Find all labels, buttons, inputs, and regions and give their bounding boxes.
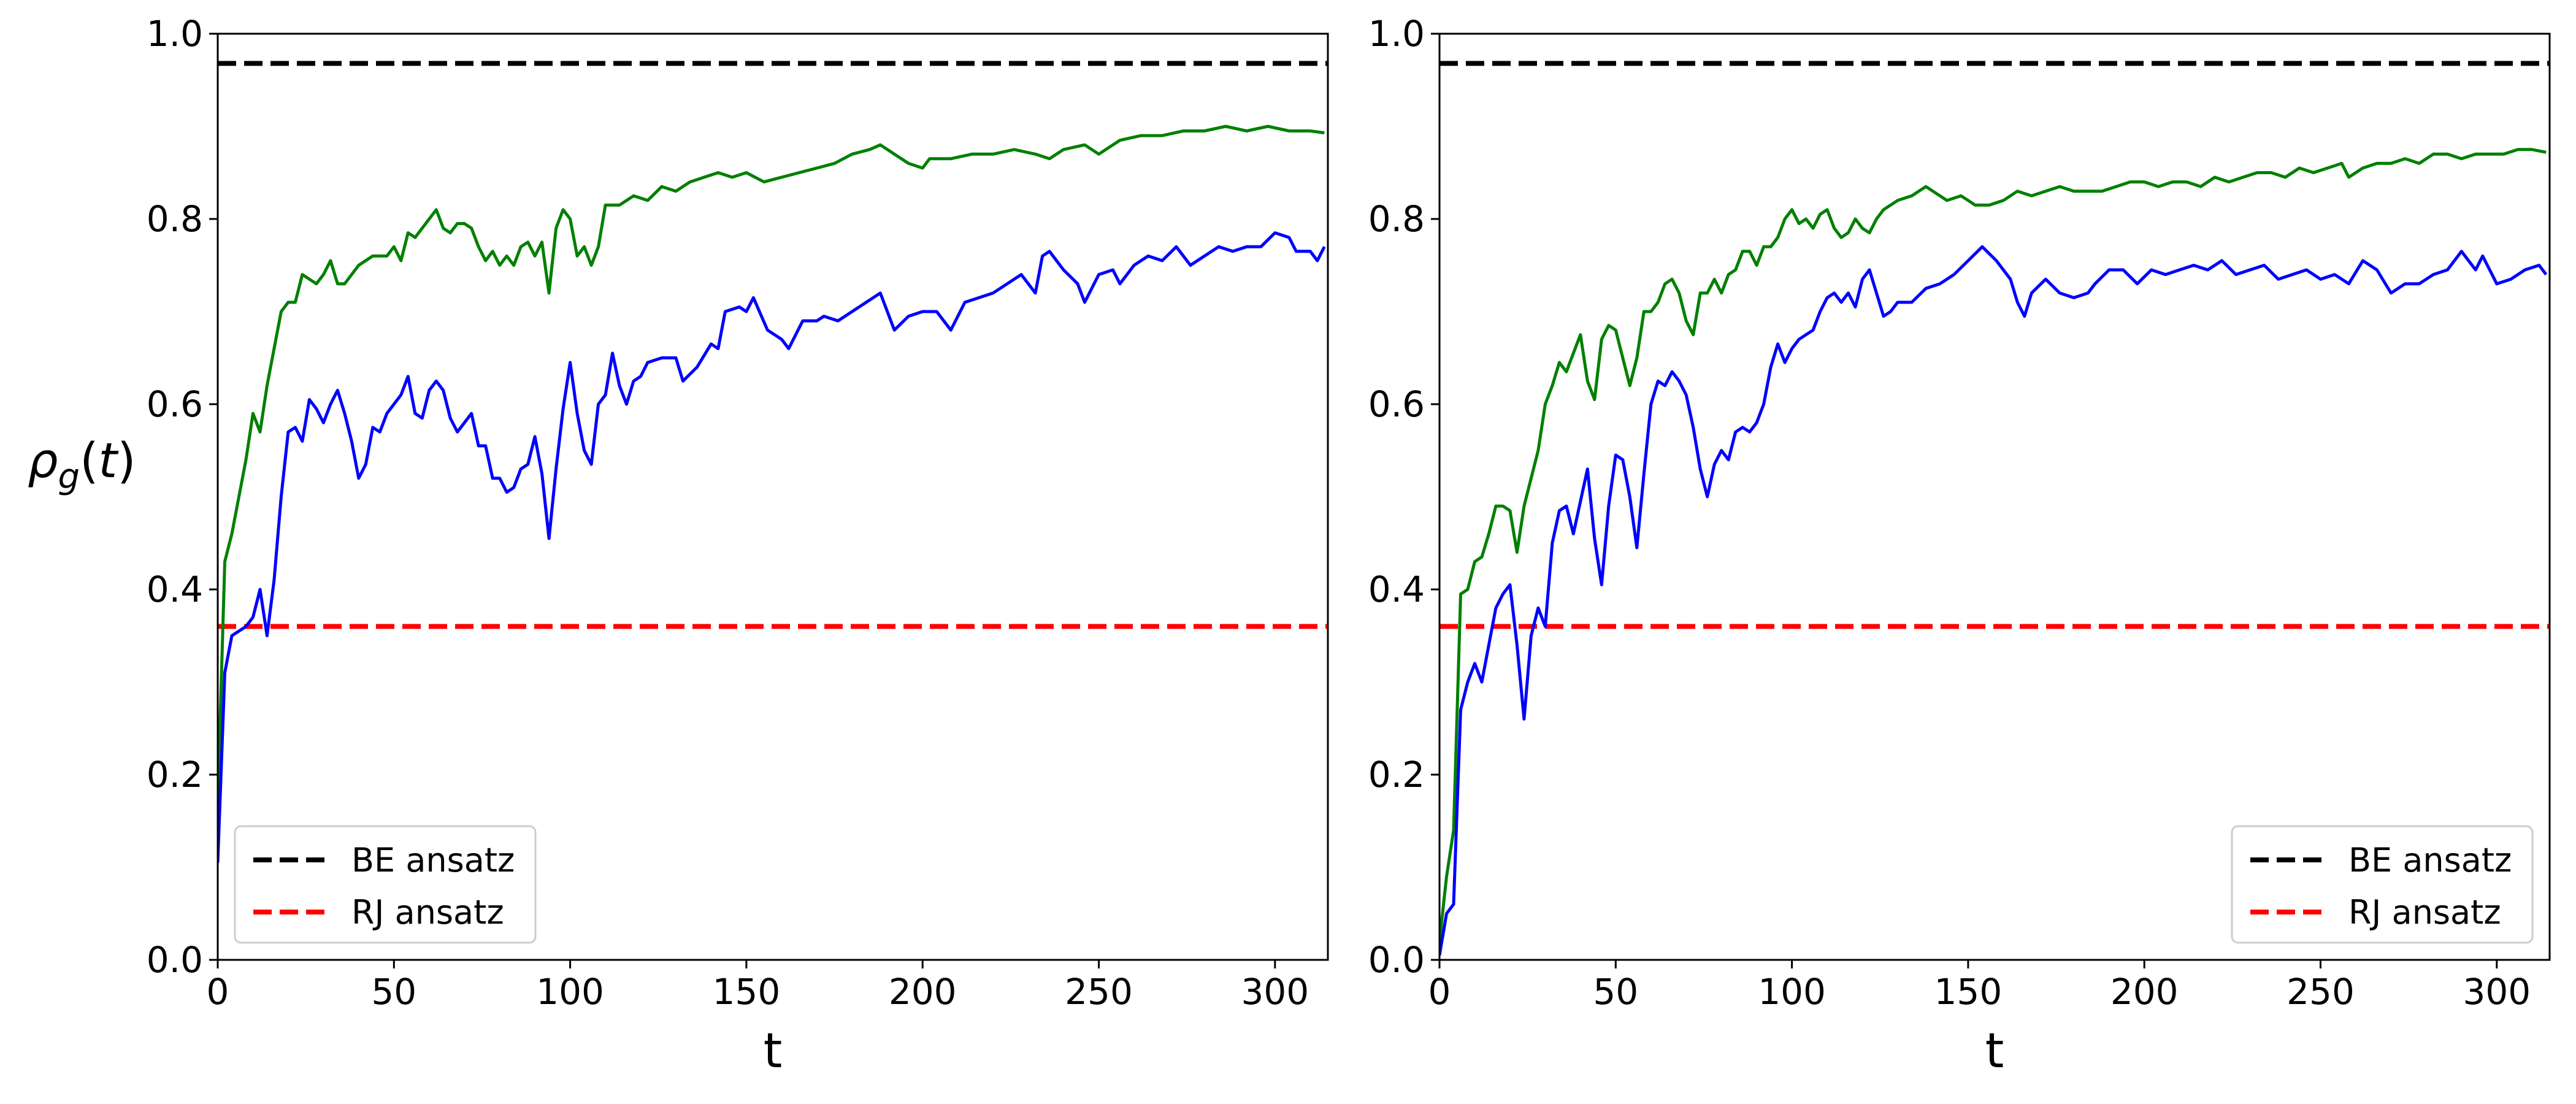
y-tick-label: 0.4 — [147, 569, 203, 610]
y-tick-label: 1.0 — [1368, 13, 1425, 55]
x-tick-label: 200 — [2110, 971, 2179, 1013]
legend-label: RJ ansatz — [2348, 893, 2501, 932]
legend-label: BE ansatz — [2348, 841, 2512, 880]
x-tick-label: 50 — [1593, 971, 1638, 1013]
series-line-green — [1439, 148, 2547, 942]
y-tick-label: 0.4 — [1368, 569, 1425, 610]
y-tick-label: 0.2 — [147, 754, 203, 795]
legend: BE ansatz RJ ansatz — [234, 825, 537, 944]
y-tick-label: 0.8 — [147, 198, 203, 240]
legend: BE ansatz RJ ansatz — [2231, 825, 2534, 944]
series-line-green — [218, 125, 1325, 803]
x-tick-label: 150 — [1934, 971, 2003, 1013]
y-tick-label: 0.0 — [1368, 939, 1425, 981]
x-tick-label: 300 — [1241, 971, 1309, 1013]
legend-label: BE ansatz — [351, 841, 515, 880]
y-tick-label: 0.0 — [147, 939, 203, 981]
x-tick-label: 0 — [207, 971, 229, 1013]
x-tick-label: 300 — [2463, 971, 2531, 1013]
axes-frame — [217, 33, 1329, 961]
x-axis-label: t — [1985, 1024, 2004, 1079]
y-tick-label: 0.8 — [1368, 198, 1425, 240]
x-tick-label: 200 — [889, 971, 957, 1013]
x-tick-label: 150 — [713, 971, 781, 1013]
legend-label: RJ ansatz — [351, 893, 504, 932]
x-axis-label: t — [764, 1024, 783, 1079]
y-axis-label: ρg(t) — [28, 434, 136, 497]
panel-right: 0 50 100 150 200 250 300 0.0 0.2 0.4 0.6 0.8 1.0 t BE … — [1368, 13, 2551, 1079]
x-tick-label: 50 — [371, 971, 416, 1013]
x-tick-label: 0 — [1428, 971, 1451, 1013]
x-tick-label: 100 — [1758, 971, 1826, 1013]
series-line-blue — [218, 231, 1326, 863]
x-tick-label: 100 — [536, 971, 604, 1013]
x-tick-label: 250 — [2287, 971, 2355, 1013]
x-tick-label: 250 — [1065, 971, 1133, 1013]
y-tick-label: 1.0 — [147, 13, 203, 55]
y-tick-label: 0.6 — [1368, 383, 1425, 425]
y-tick-label: 0.2 — [1368, 754, 1425, 795]
y-tick-label: 0.6 — [147, 383, 203, 425]
series-line-blue — [1439, 245, 2548, 956]
panel-left: 0 50 100 150 200 250 300 0.0 0.2 0.4 0.6 0.8 1.0 t ρg(… — [28, 13, 1329, 1079]
axes-frame — [1438, 33, 2551, 961]
